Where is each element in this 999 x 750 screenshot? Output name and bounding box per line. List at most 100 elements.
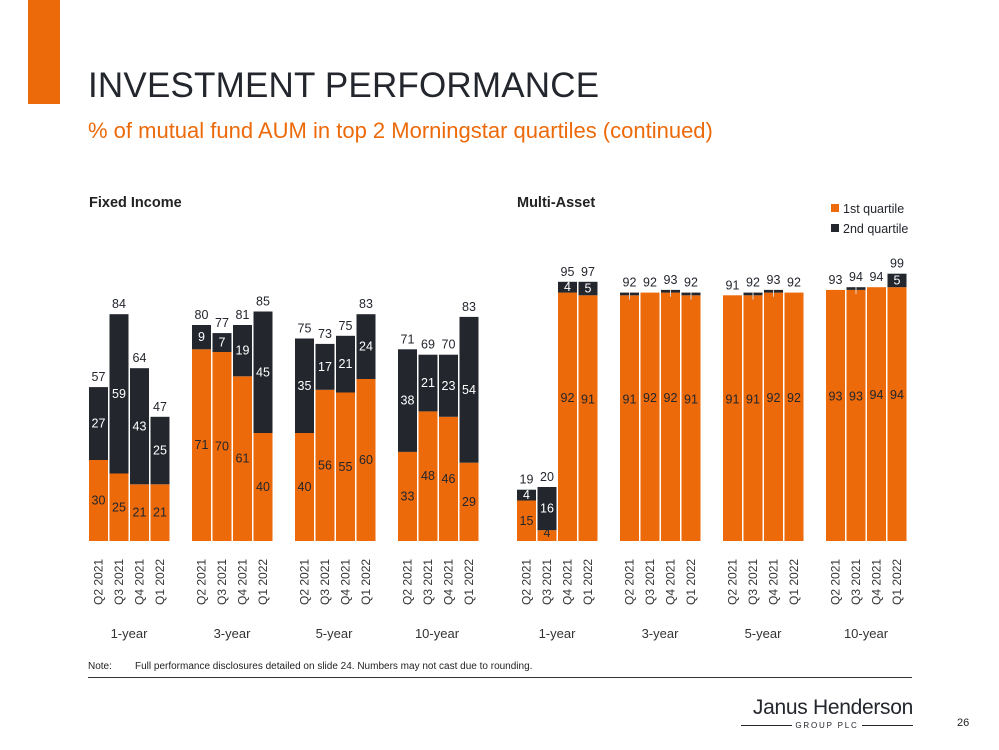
group-label: 1-year xyxy=(539,626,577,641)
bar-total-label: 83 xyxy=(462,300,476,314)
bar-q1 xyxy=(130,484,149,541)
chart-title: Multi-Asset xyxy=(517,195,595,211)
bar-total-label: 97 xyxy=(581,265,595,279)
legend-swatch-q2 xyxy=(831,224,839,232)
slide-subtitle: % of mutual fund AUM in top 2 Morningsta… xyxy=(88,118,713,143)
category-tick-label: Q1 2022 xyxy=(462,559,476,605)
category-tick-label: Q4 2021 xyxy=(133,559,147,605)
bar-q2-label: 38 xyxy=(401,394,415,408)
category-tick-label: Q3 2021 xyxy=(318,559,332,605)
bar-q1-label: 70 xyxy=(215,440,229,454)
bar-q2 xyxy=(315,343,335,390)
category-tick-label: Q3 2021 xyxy=(746,559,760,605)
bar-q2 xyxy=(212,333,232,352)
footnote: Note: Full performance disclosures detail… xyxy=(88,661,532,672)
legend-label: 1st quartile xyxy=(843,202,904,216)
bar-q1-label: 30 xyxy=(92,494,106,508)
bar-q2 xyxy=(517,489,536,501)
category-tick-label: Q1 2022 xyxy=(359,559,373,605)
bar-q2 xyxy=(150,416,170,485)
bar-q1 xyxy=(620,295,639,541)
bar-q2-label: 43 xyxy=(133,419,147,433)
bar-q2-label: 45 xyxy=(256,365,270,379)
bar-q2-label: 59 xyxy=(112,387,126,401)
category-tick-label: Q4 2021 xyxy=(442,559,456,605)
footnote-divider xyxy=(88,677,912,678)
bar-total-label: 73 xyxy=(318,327,332,341)
bar-q2 xyxy=(233,325,252,377)
bar-q1-label: 71 xyxy=(195,438,209,452)
bar-q1 xyxy=(578,295,598,541)
bar-q1 xyxy=(743,295,763,541)
bar-q2 xyxy=(130,368,149,485)
category-tick-label: Q3 2021 xyxy=(643,559,657,605)
bar-q1 xyxy=(867,287,886,541)
legend-swatch-q1 xyxy=(831,204,839,212)
bar-q1-label: 56 xyxy=(318,458,332,472)
bar-q1 xyxy=(537,530,557,541)
category-tick-label: Q2 2021 xyxy=(829,559,843,605)
bar-q1-label: 21 xyxy=(133,506,147,520)
group-label: 5-year xyxy=(745,626,783,641)
bar-q2 xyxy=(578,281,598,296)
bar-total-label: 47 xyxy=(153,400,167,414)
category-tick-label: Q3 2021 xyxy=(849,559,863,605)
bar-q1-label: 93 xyxy=(829,389,843,403)
bar-q1 xyxy=(418,411,438,541)
bar-q2-label: 54 xyxy=(462,383,476,397)
bar-q2 xyxy=(109,314,129,474)
bar-q2 xyxy=(253,311,273,433)
logo-sub-text: GROUP PLC xyxy=(795,721,859,730)
bar-q1-label: 91 xyxy=(746,392,760,406)
bar-q2-label: 7 xyxy=(219,336,226,350)
bar-total-label: 84 xyxy=(112,297,126,311)
page-number: 26 xyxy=(957,717,970,729)
bar-q2 xyxy=(459,316,479,463)
bar-total-label: 57 xyxy=(92,370,106,384)
group-label: 5-year xyxy=(316,626,354,641)
bar-q1-label: 40 xyxy=(298,480,312,494)
bar-q1 xyxy=(336,392,355,541)
category-tick-label: Q4 2021 xyxy=(870,559,884,605)
bar-total-label: 75 xyxy=(339,319,353,333)
bar-q1-label: 94 xyxy=(890,388,904,402)
bar-q1-label: 94 xyxy=(870,388,884,402)
category-tick-label: Q2 2021 xyxy=(623,559,637,605)
bar-q2 xyxy=(537,487,557,531)
category-tick-label: Q4 2021 xyxy=(664,559,678,605)
bar-q1 xyxy=(192,349,211,541)
bar-q1 xyxy=(315,389,335,541)
bar-q2 xyxy=(356,314,376,379)
bar-q1-label: 21 xyxy=(153,506,167,520)
group-label: 10-year xyxy=(844,626,889,641)
bar-total-label: 70 xyxy=(442,338,456,352)
bar-total-label: 64 xyxy=(133,351,147,365)
category-tick-label: Q1 2022 xyxy=(787,559,801,605)
bar-q2-label: 5 xyxy=(894,273,901,287)
bar-q1 xyxy=(253,433,273,541)
bar-q2-label: 21 xyxy=(421,376,435,390)
bar-q2-label: 23 xyxy=(442,379,456,393)
bar-q2-label: 27 xyxy=(92,417,106,431)
category-tick-label: Q1 2022 xyxy=(890,559,904,605)
category-tick-label: Q2 2021 xyxy=(92,559,106,605)
bar-total-label: 93 xyxy=(664,273,678,287)
bar-q2 xyxy=(89,387,108,460)
group-label: 3-year xyxy=(642,626,680,641)
bar-q1-label: 92 xyxy=(787,391,801,405)
bar-total-label: 91 xyxy=(726,278,740,292)
category-tick-label: Q1 2022 xyxy=(153,559,167,605)
bar-q1-label: 4 xyxy=(544,526,551,540)
footnote-label: Note: xyxy=(88,661,112,672)
bar-q2 xyxy=(418,354,438,412)
category-tick-label: Q3 2021 xyxy=(112,559,126,605)
bar-q2 xyxy=(439,354,458,417)
bar-q2-label: 21 xyxy=(339,357,353,371)
bar-q1 xyxy=(558,292,577,541)
category-tick-label: Q2 2021 xyxy=(520,559,534,605)
bar-q1-label: 91 xyxy=(623,392,637,406)
bar-total-label: 85 xyxy=(256,295,270,309)
slide-title: INVESTMENT PERFORMANCE xyxy=(88,66,600,105)
bar-q1-label: 91 xyxy=(726,392,740,406)
